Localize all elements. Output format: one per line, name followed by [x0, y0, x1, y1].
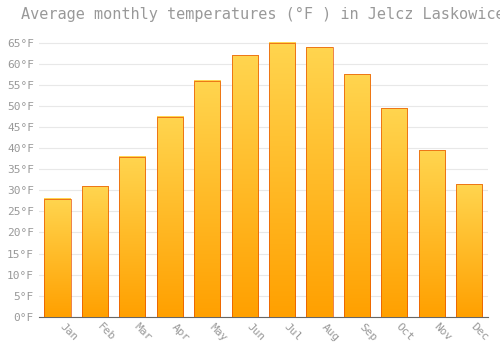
Bar: [269, 43, 295, 317]
Bar: [456, 184, 482, 317]
Bar: [381, 108, 407, 317]
Bar: [82, 186, 108, 317]
Bar: [194, 80, 220, 317]
Bar: [156, 117, 183, 317]
Bar: [344, 74, 370, 317]
Bar: [418, 150, 445, 317]
Bar: [306, 47, 332, 317]
Bar: [44, 199, 70, 317]
Bar: [120, 156, 146, 317]
Title: Average monthly temperatures (°F ) in Jelcz Laskowice: Average monthly temperatures (°F ) in Je…: [22, 7, 500, 22]
Bar: [232, 55, 258, 317]
